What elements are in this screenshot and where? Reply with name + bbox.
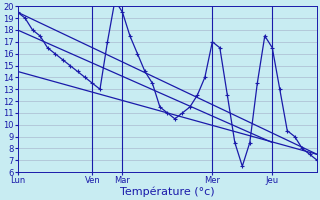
X-axis label: Température (°c): Température (°c): [120, 187, 215, 197]
